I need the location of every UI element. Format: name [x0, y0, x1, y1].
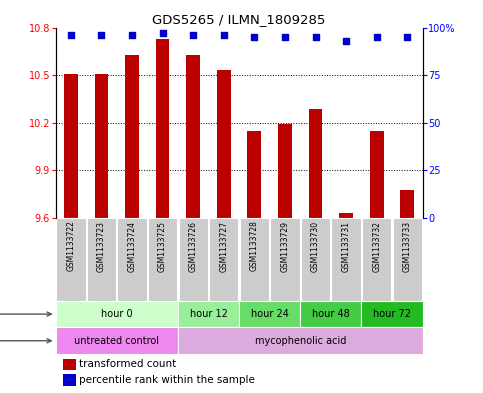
- Point: [98, 32, 105, 38]
- Text: GSM1133732: GSM1133732: [372, 220, 381, 272]
- FancyBboxPatch shape: [178, 327, 423, 354]
- Text: percentile rank within the sample: percentile rank within the sample: [79, 375, 256, 385]
- Bar: [125, 55, 139, 218]
- Point: [281, 34, 289, 40]
- Bar: [63, 375, 76, 386]
- Text: GSM1133729: GSM1133729: [281, 220, 289, 272]
- Point: [189, 32, 197, 38]
- Text: hour 12: hour 12: [189, 309, 227, 319]
- Point: [403, 34, 411, 40]
- Bar: [400, 189, 414, 218]
- FancyBboxPatch shape: [300, 301, 361, 327]
- Bar: [247, 131, 261, 218]
- Bar: [309, 108, 323, 218]
- Point: [342, 38, 350, 44]
- Bar: [278, 125, 292, 218]
- Text: hour 0: hour 0: [101, 309, 132, 319]
- Bar: [217, 70, 231, 218]
- Text: transformed count: transformed count: [79, 359, 177, 369]
- FancyBboxPatch shape: [270, 218, 299, 301]
- Text: untreated control: untreated control: [74, 336, 159, 346]
- Bar: [186, 55, 200, 218]
- Text: GSM1133730: GSM1133730: [311, 220, 320, 272]
- FancyBboxPatch shape: [178, 301, 239, 327]
- Bar: [64, 73, 78, 218]
- Point: [373, 34, 381, 40]
- Text: GSM1133723: GSM1133723: [97, 220, 106, 272]
- Text: GSM1133724: GSM1133724: [128, 220, 137, 272]
- Text: GSM1133726: GSM1133726: [189, 220, 198, 272]
- Point: [312, 34, 319, 40]
- Text: time: time: [0, 309, 51, 319]
- Text: hour 24: hour 24: [251, 309, 289, 319]
- Point: [128, 32, 136, 38]
- FancyBboxPatch shape: [148, 218, 177, 301]
- Bar: [156, 39, 170, 218]
- FancyBboxPatch shape: [240, 218, 269, 301]
- Text: hour 48: hour 48: [312, 309, 350, 319]
- Point: [220, 32, 227, 38]
- Text: hour 72: hour 72: [373, 309, 411, 319]
- Bar: [370, 131, 384, 218]
- Text: mycophenolic acid: mycophenolic acid: [255, 336, 346, 346]
- Bar: [63, 359, 76, 370]
- Bar: [339, 213, 353, 218]
- Point: [251, 34, 258, 40]
- FancyBboxPatch shape: [331, 218, 361, 301]
- Title: GDS5265 / ILMN_1809285: GDS5265 / ILMN_1809285: [153, 13, 326, 26]
- FancyBboxPatch shape: [56, 218, 85, 301]
- Text: GSM1133722: GSM1133722: [66, 220, 75, 272]
- FancyBboxPatch shape: [361, 301, 423, 327]
- Text: GSM1133731: GSM1133731: [341, 220, 351, 272]
- FancyBboxPatch shape: [56, 301, 178, 327]
- Point: [67, 32, 75, 38]
- Point: [159, 30, 167, 37]
- Text: agent: agent: [0, 336, 51, 346]
- Text: GSM1133725: GSM1133725: [158, 220, 167, 272]
- Text: GSM1133727: GSM1133727: [219, 220, 228, 272]
- FancyBboxPatch shape: [362, 218, 391, 301]
- Text: GSM1133733: GSM1133733: [403, 220, 412, 272]
- FancyBboxPatch shape: [393, 218, 422, 301]
- FancyBboxPatch shape: [87, 218, 116, 301]
- FancyBboxPatch shape: [179, 218, 208, 301]
- FancyBboxPatch shape: [239, 301, 300, 327]
- FancyBboxPatch shape: [301, 218, 330, 301]
- Text: GSM1133728: GSM1133728: [250, 220, 259, 272]
- FancyBboxPatch shape: [56, 327, 178, 354]
- FancyBboxPatch shape: [117, 218, 147, 301]
- FancyBboxPatch shape: [209, 218, 239, 301]
- Bar: [95, 73, 108, 218]
